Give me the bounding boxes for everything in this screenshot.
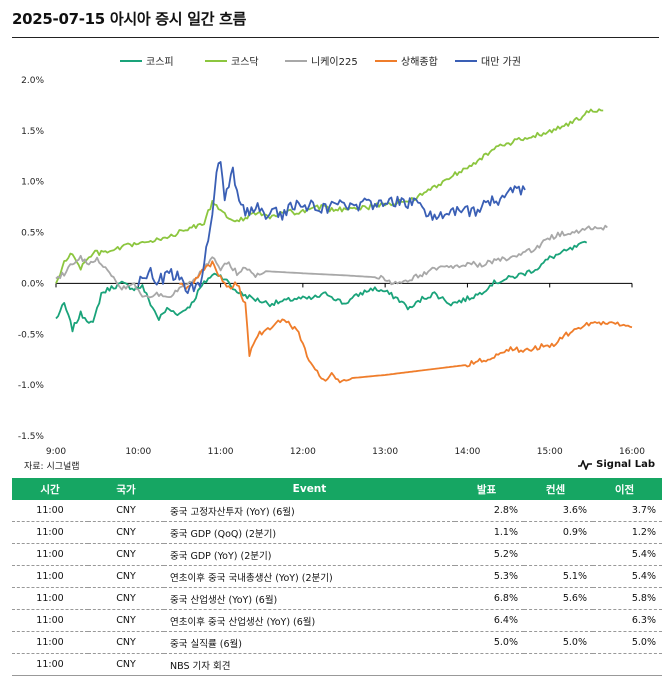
row-country: CNY — [88, 500, 164, 522]
table-row: 11:00 CNY 중국 GDP (QoQ) (2분기) 1.1% 0.9% 1.2% — [12, 521, 662, 544]
row-event: 중국 GDP (QoQ) (2분기) — [164, 521, 455, 544]
table-row: 11:00 CNY 중국 GDP (YoY) (2분기) 5.2% 5.4% — [12, 543, 662, 566]
header-consensus: 컨센 — [524, 478, 593, 500]
x-tick-label: 9:00 — [46, 447, 66, 456]
row-event: 중국 실직률 (6월) — [164, 631, 455, 654]
header-event: Event — [164, 478, 455, 500]
brand-name: Signal Lab — [596, 459, 655, 470]
row-country: CNY — [88, 653, 164, 676]
row-actual: 5.2% — [455, 543, 524, 566]
signal-wave-icon — [578, 459, 593, 470]
legend-label-4: 대만 가권 — [481, 56, 521, 68]
header-previous: 이전 — [593, 478, 662, 500]
row-time: 11:00 — [12, 500, 88, 522]
row-event: 연초이후 중국 국내총생산 (YoY) (2분기) — [164, 565, 455, 588]
row-consensus: 0.9% — [524, 521, 593, 544]
row-previous: 6.3% — [593, 609, 662, 632]
y-tick-label: 0.5% — [21, 229, 44, 239]
y-tick-label: 2.0% — [21, 76, 44, 86]
brand-logo: Signal Lab — [578, 459, 655, 470]
row-time: 11:00 — [12, 565, 88, 588]
header-time: 시간 — [12, 478, 88, 500]
x-tick-label: 12:00 — [290, 447, 316, 456]
row-actual: 5.3% — [455, 565, 524, 588]
table-row: 11:00 CNY 중국 실직률 (6월) 5.0% 5.0% 5.0% — [12, 631, 662, 654]
row-actual: 1.1% — [455, 521, 524, 544]
row-previous: 5.0% — [593, 631, 662, 654]
row-event: 중국 고정자산투자 (YoY) (6월) — [164, 500, 455, 522]
row-time: 11:00 — [12, 587, 88, 610]
x-tick-label: 16:00 — [619, 447, 645, 456]
row-previous: 1.2% — [593, 521, 662, 544]
header-country: 국가 — [88, 478, 164, 500]
row-consensus: 5.1% — [524, 565, 593, 588]
row-previous — [593, 653, 662, 676]
table-header-row: 시간 국가 Event 발표 컨센 이전 — [12, 478, 662, 500]
x-tick-label: 11:00 — [208, 447, 234, 456]
title-divider — [12, 37, 659, 38]
row-country: CNY — [88, 631, 164, 654]
row-event: NBS 기자 회견 — [164, 653, 455, 676]
row-country: CNY — [88, 543, 164, 566]
source-note: 자료: 시그널랩 — [24, 462, 80, 472]
row-consensus: 3.6% — [524, 500, 593, 522]
row-time: 11:00 — [12, 609, 88, 632]
line-chart: 코스피 코스닥 니케이225 상해종합 대만 가권 2.0% 1.5% 1.0% 0.5% 0.0… — [18, 55, 645, 456]
table-row: 11:00 CNY 중국 고정자산투자 (YoY) (6월) 2.8% 3.6% 3.7% — [12, 500, 662, 522]
y-tick-label: 1.5% — [21, 127, 44, 137]
row-consensus — [524, 543, 593, 566]
row-time: 11:00 — [12, 631, 88, 654]
table-row: 11:00 CNY 중국 산업생산 (YoY) (6월) 6.8% 5.6% 5.8% — [12, 587, 662, 610]
row-time: 11:00 — [12, 521, 88, 544]
page-title: 2025-07-15 아시아 증시 일간 흐름 — [12, 10, 247, 28]
y-tick-label: 1.0% — [21, 178, 44, 188]
row-actual: 6.8% — [455, 587, 524, 610]
legend-label-0: 코스피 — [146, 56, 174, 68]
x-tick-label: 14:00 — [454, 447, 480, 456]
row-time: 11:00 — [12, 653, 88, 676]
y-tick-label: -1.0% — [18, 381, 45, 391]
row-event: 중국 GDP (YoY) (2분기) — [164, 543, 455, 566]
row-previous: 5.8% — [593, 587, 662, 610]
economic-events-table: 시간 국가 Event 발표 컨센 이전 11:00 CNY 중국 고정자산투자 (… — [12, 478, 662, 676]
header-actual: 발표 — [455, 478, 524, 500]
row-actual: 5.0% — [455, 631, 524, 654]
row-actual — [455, 653, 524, 676]
row-event: 중국 산업생산 (YoY) (6월) — [164, 587, 455, 610]
x-tick-label: 15:00 — [537, 447, 563, 456]
row-time: 11:00 — [12, 543, 88, 566]
series-line-3 — [179, 260, 633, 384]
row-actual: 2.8% — [455, 500, 524, 522]
legend-label-3: 상해종합 — [401, 55, 438, 68]
table-row: 11:00 CNY 연초이후 중국 산업생산 (YoY) (6월) 6.4% 6.3% — [12, 609, 662, 632]
row-country: CNY — [88, 587, 164, 610]
table-row: 11:00 CNY 연초이후 중국 국내총생산 (YoY) (2분기) 5.3% 5.1… — [12, 565, 662, 588]
row-consensus — [524, 653, 593, 676]
series-line-4 — [137, 161, 526, 295]
y-tick-label: -1.5% — [18, 432, 45, 442]
x-tick-label: 13:00 — [372, 447, 398, 456]
row-previous: 5.4% — [593, 565, 662, 588]
y-tick-label: -0.5% — [18, 330, 45, 340]
series-line-0 — [55, 240, 588, 333]
row-consensus: 5.0% — [524, 631, 593, 654]
row-previous: 5.4% — [593, 543, 662, 566]
series-line-1 — [55, 108, 604, 284]
y-tick-label: 0.0% — [21, 279, 44, 289]
row-country: CNY — [88, 609, 164, 632]
table-row: 11:00 CNY NBS 기자 회견 — [12, 653, 662, 676]
row-country: CNY — [88, 521, 164, 544]
row-actual: 6.4% — [455, 609, 524, 632]
row-previous: 3.7% — [593, 500, 662, 522]
row-consensus — [524, 609, 593, 632]
legend-label-2: 니케이225 — [311, 56, 358, 68]
series-line-2 — [55, 224, 608, 299]
legend-label-1: 코스닥 — [231, 56, 259, 68]
row-event: 연초이후 중국 산업생산 (YoY) (6월) — [164, 609, 455, 632]
row-consensus: 5.6% — [524, 587, 593, 610]
x-tick-label: 10:00 — [125, 447, 151, 456]
row-country: CNY — [88, 565, 164, 588]
